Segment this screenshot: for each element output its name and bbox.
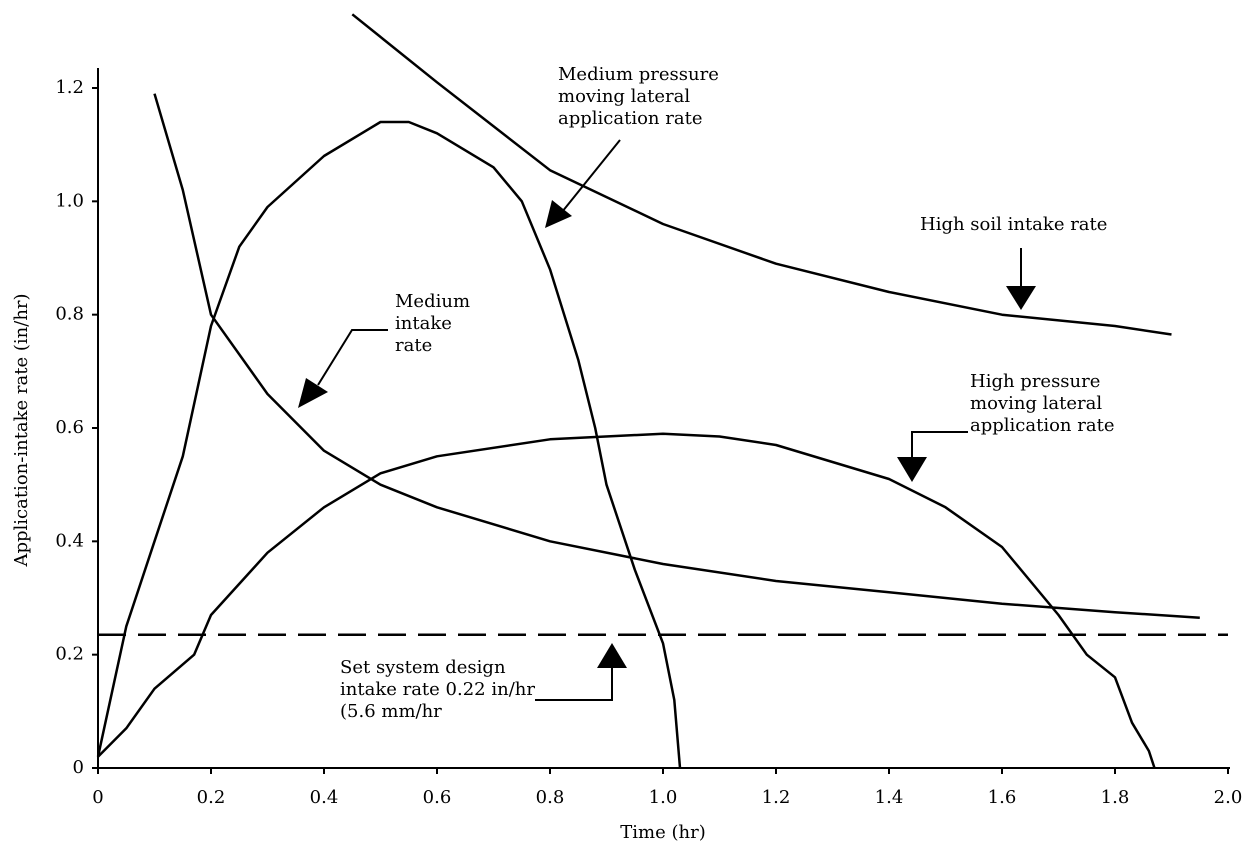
x-axis-label: Time (hr): [620, 822, 705, 843]
annotation: (5.6 mm/hr: [340, 701, 442, 722]
annotation: application rate: [970, 415, 1114, 436]
arrow-heads: [298, 200, 1036, 668]
annotation: High pressure: [970, 371, 1100, 392]
line: [351, 13, 1172, 336]
line: [96, 120, 682, 769]
arrow-head: [298, 378, 328, 408]
x-tick-label: 0.2: [197, 787, 226, 808]
y-tick-label: 0.4: [55, 530, 84, 551]
annotation: High soil intake rate: [920, 214, 1107, 235]
y-tick-label: 1.2: [55, 77, 84, 98]
x-tick-label: 0.8: [536, 787, 565, 808]
annotation-arrows: [317, 139, 1022, 701]
arrow-head: [545, 200, 572, 228]
annotation: intake rate 0.22 in/hr: [340, 679, 535, 700]
line: [153, 93, 1200, 620]
x-tick-label: 1.4: [875, 787, 904, 808]
annotation: Set system design: [340, 657, 506, 678]
annotation: Medium: [395, 291, 470, 312]
arrow-head: [597, 643, 627, 668]
y-tick-label: 0.6: [55, 417, 84, 438]
arrow-head: [897, 457, 927, 482]
x-tick-label: 1.8: [1101, 787, 1130, 808]
y-tick-label: 1.0: [55, 190, 84, 211]
annotation: moving lateral: [558, 86, 690, 107]
annotation: rate: [395, 335, 432, 356]
x-tick-label: 1.6: [988, 787, 1017, 808]
annotation: application rate: [558, 108, 702, 129]
x-tick-label: 2.0: [1214, 787, 1243, 808]
arrow: [317, 329, 388, 386]
x-tick-label: 1.0: [649, 787, 678, 808]
line: [97, 432, 1156, 769]
annotation: intake: [395, 313, 452, 334]
x-tick-label: 0.4: [310, 787, 339, 808]
y-tick-label: 0.8: [55, 304, 84, 325]
y-axis-label: Application-intake rate (in/hr): [11, 293, 32, 567]
arrow-head: [1006, 286, 1036, 310]
arrow: [561, 139, 621, 213]
arrow: [911, 431, 968, 460]
y-tick-label: 0: [73, 757, 84, 778]
x-tick-label: 0: [92, 787, 103, 808]
x-tick-label: 1.2: [762, 787, 791, 808]
x-tick-label: 0.6: [423, 787, 452, 808]
y-tick-label: 0.2: [55, 644, 84, 665]
arrow: [535, 665, 613, 701]
annotation: moving lateral: [970, 393, 1102, 414]
annotation: Medium pressure: [558, 64, 719, 85]
